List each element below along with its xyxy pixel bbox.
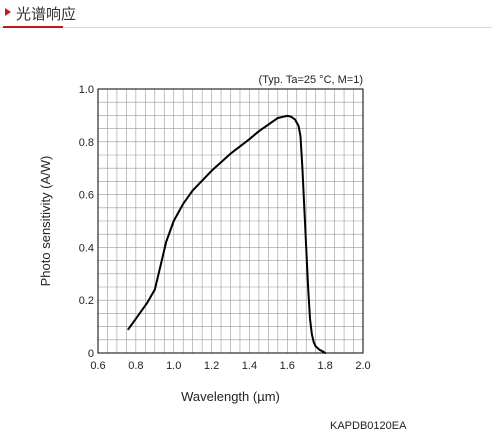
x-tick-label: 0.8 [128, 360, 143, 372]
x-axis-label: Wavelength (µm) [181, 389, 280, 404]
x-tick-label: 1.8 [317, 360, 332, 372]
y-tick-label: 0.6 [79, 190, 94, 202]
conditions-annotation: (Typ. Ta=25 °C, M=1) [259, 74, 363, 86]
y-tick-label: 0.4 [79, 242, 94, 254]
section-header: 光谱响应 [0, 0, 492, 30]
x-tick-label: 2.0 [355, 360, 370, 372]
chart-grid [98, 89, 363, 353]
triangle-marker-icon [5, 8, 11, 16]
y-axis-label: Photo sensitivity (A/W) [38, 156, 53, 287]
x-tick-label: 1.6 [280, 360, 295, 372]
y-tick-label: 0 [88, 348, 94, 360]
plot-frame [97, 88, 364, 354]
y-tick-label: 0.8 [79, 137, 94, 149]
x-tick-label: 0.6 [90, 360, 105, 372]
x-tick-label: 1.2 [204, 360, 219, 372]
header-divider [0, 27, 492, 28]
axis-ticks: 0.6 0.8 1.0 1.2 1.4 1.6 1.8 2.0 0 0.2 0.4 0.6 0.8 1.0 [79, 84, 371, 372]
y-tick-label: 0.2 [79, 295, 94, 307]
x-tick-label: 1.4 [242, 360, 257, 372]
y-tick-label: 1.0 [79, 84, 94, 96]
document-code: KAPDB0120EA [330, 420, 407, 432]
x-tick-label: 1.0 [166, 360, 181, 372]
sensitivity-curve [127, 114, 327, 354]
section-title: 光谱响应 [16, 5, 77, 23]
header-accent-bar [3, 26, 63, 28]
